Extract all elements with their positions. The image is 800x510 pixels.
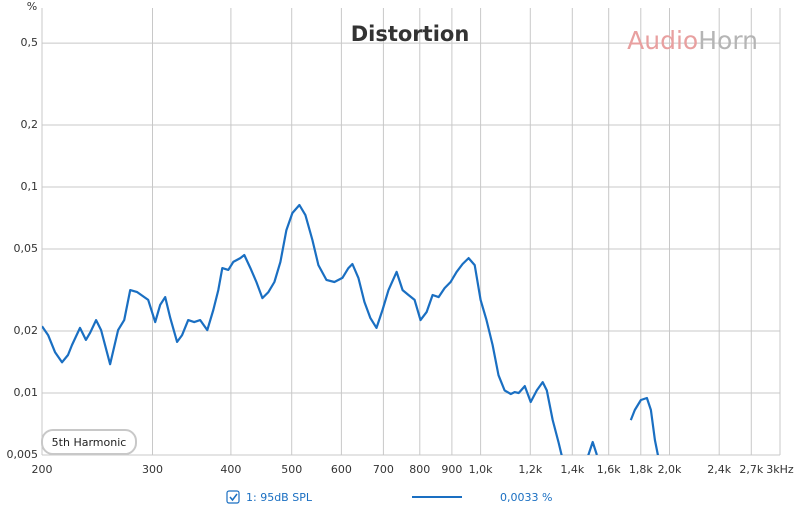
annotation: 5th Harmonic (52, 436, 127, 449)
watermark-part: Horn (698, 26, 758, 55)
legend-value: 0,0033 % (500, 491, 552, 504)
y-unit: % (27, 0, 37, 13)
x-tick-label: 400 (220, 463, 241, 476)
x-tick-label: 600 (331, 463, 352, 476)
x-tick-label: 800 (409, 463, 430, 476)
x-tick-label: 2,7k (739, 463, 763, 476)
y-tick-label: 0,5 (21, 36, 39, 49)
x-tick-label: 500 (281, 463, 302, 476)
legend-label: 1: 95dB SPL (246, 491, 313, 504)
x-tick-label: 2,0k (658, 463, 682, 476)
x-tick-label: 1,4k (560, 463, 584, 476)
x-tick-label: 300 (142, 463, 163, 476)
annotation-box (41, 429, 137, 455)
x-tick-label: 1,0k (469, 463, 493, 476)
x-tick-label: 1,6k (597, 463, 621, 476)
x-tick-label: 700 (373, 463, 394, 476)
y-tick-label: 0,05 (14, 242, 39, 255)
x-tick-label: 3kHz (766, 463, 794, 476)
y-tick-label: 0,2 (21, 118, 39, 131)
y-tick-label: 0,005 (7, 448, 39, 461)
watermark: AudioHorn (627, 26, 758, 55)
x-tick-label: 2,4k (707, 463, 731, 476)
chart-title: Distortion (351, 22, 470, 46)
x-tick-label: 900 (441, 463, 462, 476)
y-tick-label: 0,02 (14, 324, 39, 337)
x-tick-label: 200 (32, 463, 53, 476)
series-line (42, 203, 660, 455)
y-tick-label: 0,01 (14, 386, 39, 399)
watermark-part: Audio (627, 26, 698, 55)
x-tick-label: 1,2k (518, 463, 542, 476)
x-tick-label: 1,8k (629, 463, 653, 476)
y-tick-label: 0,1 (21, 180, 39, 193)
legend-checkbox[interactable] (226, 490, 240, 504)
legend[interactable]: 1: 95dB SPL 0,0033 % (226, 490, 552, 504)
check-icon (229, 493, 238, 502)
